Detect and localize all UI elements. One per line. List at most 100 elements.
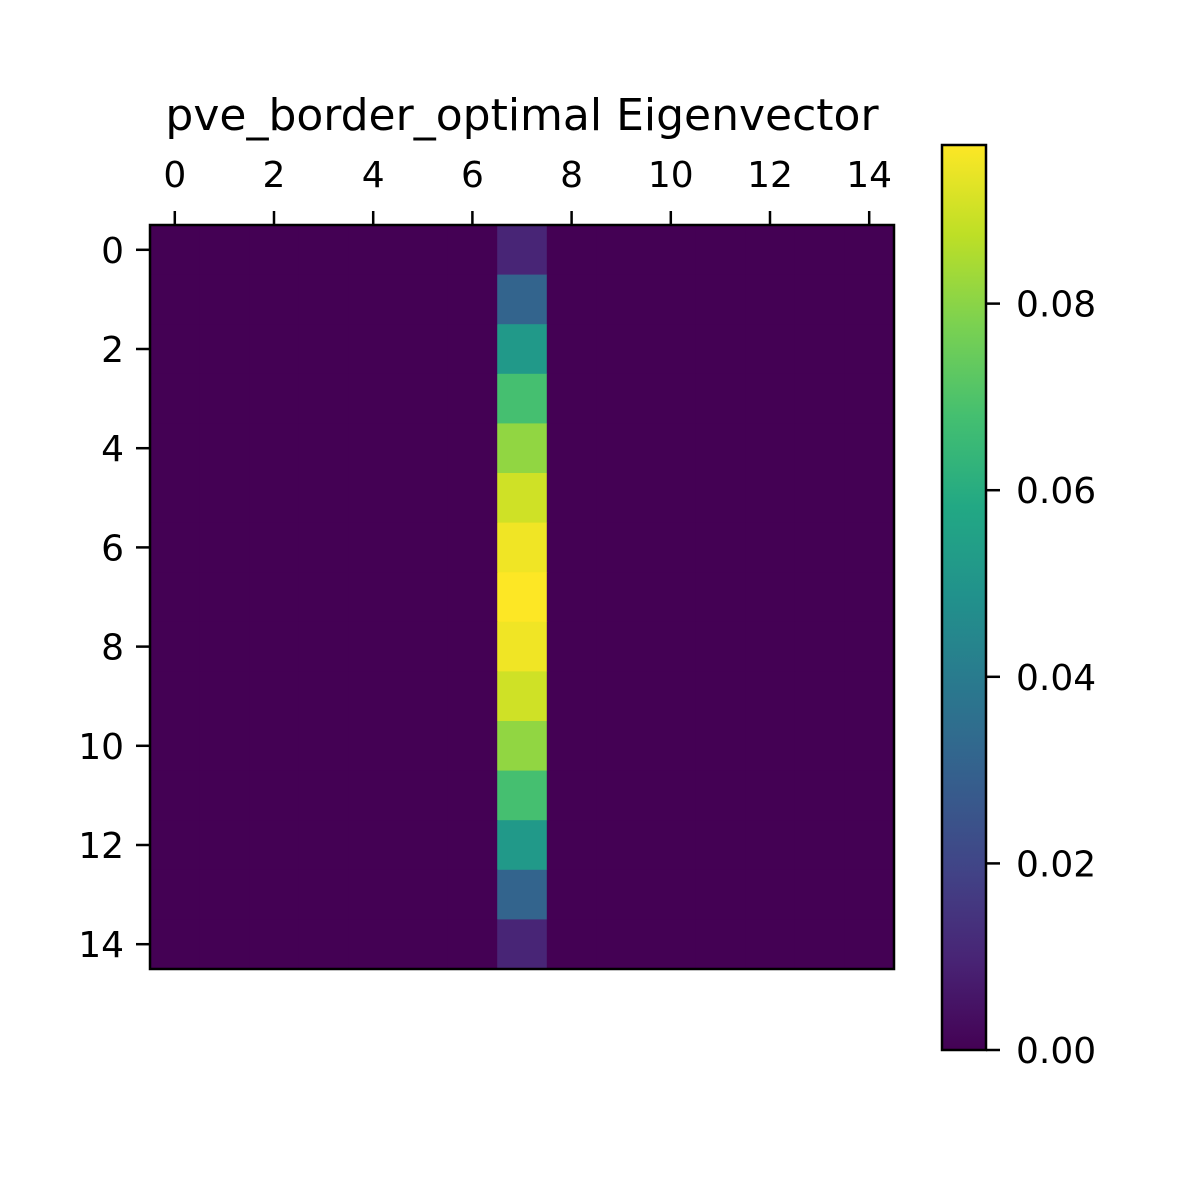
heatmap-cell-r0-c13 [794,225,845,276]
y-axis: 0 2 4 6 8 10 12 14 [78,231,150,966]
heatmap-cell-r8-c11 [695,621,746,672]
heatmap-cell-r7-c2 [249,572,300,623]
heatmap-cell-r7-c10 [646,572,697,623]
heatmap-cell-r4-c13 [794,423,845,474]
heatmap-cell-r4-c14 [844,423,895,474]
heatmap-cell-r8-c7 [497,621,548,672]
heatmap-cell-r14-c7 [497,919,548,970]
heatmap-cell-r5-c6 [447,473,498,524]
heatmap-cell-r12-c6 [447,820,498,871]
heatmap-cell-r2-c2 [249,324,300,375]
heatmap-cell-r7-c14 [844,572,895,623]
heatmap-cell-r0-c14 [844,225,895,276]
x-tick-label: 2 [263,155,286,196]
heatmap-cell-r14-c2 [249,919,300,970]
heatmap-cell-r11-c3 [298,770,349,821]
heatmap-cell-r1-c14 [844,274,895,325]
heatmap-cell-r11-c13 [794,770,845,821]
heatmap-cell-r10-c8 [546,721,597,772]
y-tick-label: 14 [78,925,124,966]
heatmap-cell-r9-c6 [447,671,498,722]
heatmap-cell-r7-c0 [150,572,201,623]
heatmap-cell-r4-c8 [546,423,597,474]
heatmap-cell-r8-c13 [794,621,845,672]
heatmap-cell-r14-c14 [844,919,895,970]
heatmap-cell-r11-c11 [695,770,746,821]
heatmap-cell-r1-c10 [646,274,697,325]
heatmap-cell-r0-c8 [546,225,597,276]
heatmap-cell-r1-c3 [298,274,349,325]
heatmap-cell-r3-c12 [745,373,796,424]
heatmap-cell-r3-c0 [150,373,201,424]
colorbar-tick-label: 0.08 [1016,285,1096,326]
heatmap-cell-r4-c4 [348,423,399,474]
heatmap-cell-r11-c9 [596,770,647,821]
heatmap-cell-r12-c11 [695,820,746,871]
heatmap-cell-r14-c3 [298,919,349,970]
heatmap-cell-r5-c13 [794,473,845,524]
heatmap-cell-r3-c3 [298,373,349,424]
heatmap-cell-r9-c2 [249,671,300,722]
heatmap-cell-r13-c9 [596,869,647,920]
heatmap-cell-r2-c14 [844,324,895,375]
heatmap-cell-r13-c0 [150,869,201,920]
heatmap-cell-r0-c5 [398,225,449,276]
heatmap-cell-r10-c0 [150,721,201,772]
heatmap-cell-r2-c0 [150,324,201,375]
heatmap-cell-r5-c0 [150,473,201,524]
heatmap-cell-r2-c8 [546,324,597,375]
x-axis: 0 2 4 6 8 10 12 14 [163,155,892,225]
heatmap-cell-r7-c4 [348,572,399,623]
heatmap-cell-r14-c6 [447,919,498,970]
heatmap-cell-r11-c12 [745,770,796,821]
heatmap-cell-r11-c7 [497,770,548,821]
heatmap-cell-r10-c6 [447,721,498,772]
heatmap-cell-r11-c1 [199,770,250,821]
heatmap-cell-r13-c6 [447,869,498,920]
heatmap-cell-r10-c13 [794,721,845,772]
chart-title: pve_border_optimal Eigenvector [165,90,879,141]
heatmap-cell-r3-c2 [249,373,300,424]
heatmap-cell-r6-c5 [398,522,449,573]
heatmap-cell-r8-c10 [646,621,697,672]
heatmap-cell-r12-c14 [844,820,895,871]
heatmap-cell-r12-c8 [546,820,597,871]
heatmap-cell-r9-c10 [646,671,697,722]
heatmap-cell-r5-c14 [844,473,895,524]
heatmap-cell-r12-c3 [298,820,349,871]
heatmap-cell-r6-c1 [199,522,250,573]
heatmap-cell-r7-c1 [199,572,250,623]
heatmap-cell-r9-c8 [546,671,597,722]
heatmap-cell-r7-c3 [298,572,349,623]
heatmap-cell-r3-c5 [398,373,449,424]
y-tick-label: 0 [101,231,124,272]
heatmap-cell-r8-c4 [348,621,399,672]
heatmap-cell-r13-c7 [497,869,548,920]
heatmap-cell-r10-c9 [596,721,647,772]
heatmap-cell-r8-c14 [844,621,895,672]
heatmap-cell-r5-c1 [199,473,250,524]
heatmap-cell-r7-c12 [745,572,796,623]
heatmap-cell-r8-c12 [745,621,796,672]
heatmap-cell-r4-c1 [199,423,250,474]
heatmap-cell-r0-c0 [150,225,201,276]
heatmap-cell-r13-c2 [249,869,300,920]
x-tick-label: 14 [846,155,892,196]
heatmap-cell-r12-c2 [249,820,300,871]
heatmap-cell-r14-c4 [348,919,399,970]
heatmap-cell-r12-c0 [150,820,201,871]
colorbar-gradient [940,143,988,1052]
heatmap-cell-r13-c13 [794,869,845,920]
heatmap-cell-r5-c10 [646,473,697,524]
heatmap-cell-r9-c5 [398,671,449,722]
heatmap-cell-r11-c2 [249,770,300,821]
y-tick-label: 4 [101,429,124,470]
heatmap-cell-r10-c4 [348,721,399,772]
heatmap-cell-r5-c12 [745,473,796,524]
heatmap-cell-r13-c10 [646,869,697,920]
heatmap-cell-r1-c1 [199,274,250,325]
heatmap-cell-r6-c13 [794,522,845,573]
heatmap-cell-r14-c10 [646,919,697,970]
heatmap-cell-r4-c6 [447,423,498,474]
